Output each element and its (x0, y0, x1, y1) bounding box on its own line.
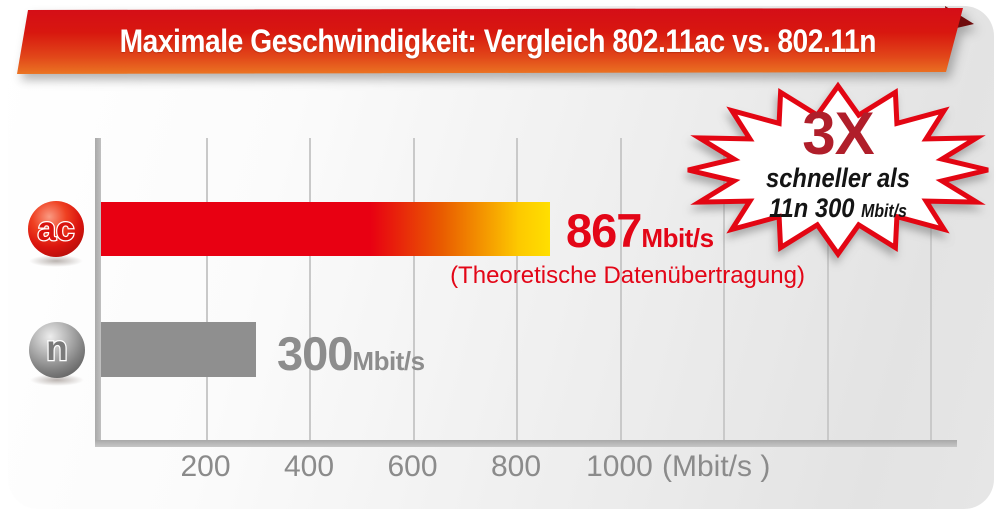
callout-line3-unit: Mbit/s (861, 201, 907, 222)
x-tick-label: 1000 (586, 450, 653, 483)
badge-n-shadow (30, 374, 84, 386)
x-tick-label: 200 (180, 450, 231, 483)
badge-ac-shadow (29, 255, 83, 267)
gridline (516, 138, 518, 441)
background-panel (8, 6, 994, 509)
x-tick-label: 400 (283, 450, 335, 483)
callout-multiplier: 3X (802, 100, 874, 167)
value-label-ac: 867 Mbit/s (566, 207, 714, 254)
x-tick-label: 600 (387, 450, 438, 483)
bar-802-11ac (101, 202, 550, 256)
badge-n-label: n (45, 328, 69, 368)
value-label-n: 300 Mbit/s (277, 330, 425, 377)
bar-802-11n (101, 322, 256, 377)
x-axis-unit-label: (Mbit/s ) (662, 450, 771, 483)
chart-plot-area: 200 400 600 800 1000 (Mbit/s ) (95, 138, 962, 483)
theoretical-note: (Theoretische Datenübertragung) (450, 262, 805, 289)
banner-ribbon: Maximale Geschwindigkeit: Vergleich 802.… (17, 8, 963, 74)
gridline (205, 138, 208, 441)
x-axis-line (95, 440, 957, 447)
callout-line3: 11n 300 Mbit/s (710, 193, 967, 224)
gridline (412, 138, 415, 441)
x-tick-label: 800 (490, 450, 542, 483)
title-banner: Maximale Geschwindigkeit: Vergleich 802.… (17, 6, 979, 78)
value-n-unit: Mbit/s (352, 346, 425, 376)
gridline (309, 138, 311, 441)
badge-ac-label: ac (36, 209, 75, 247)
gridline (930, 138, 932, 441)
gridline (826, 138, 829, 441)
page-title: Maximale Geschwindigkeit: Vergleich 802.… (119, 22, 877, 59)
badge-n: n (29, 322, 85, 378)
callout-line3-main: 11n 300 (769, 193, 855, 224)
x-axis-ticks: 200 400 600 800 1000 (102, 450, 962, 490)
callout-3x: 3X schneller als 11n 300 Mbit/s (692, 100, 984, 224)
value-ac-unit: Mbit/s (641, 223, 714, 253)
starburst-icon (687, 81, 989, 259)
callout-line2: schneller als (766, 163, 910, 194)
value-n-number: 300 (277, 327, 353, 380)
value-ac-number: 867 (566, 204, 642, 257)
y-axis-line (95, 138, 101, 447)
gridline (619, 138, 622, 441)
gridline (723, 138, 725, 441)
badge-ac: ac (28, 201, 84, 257)
